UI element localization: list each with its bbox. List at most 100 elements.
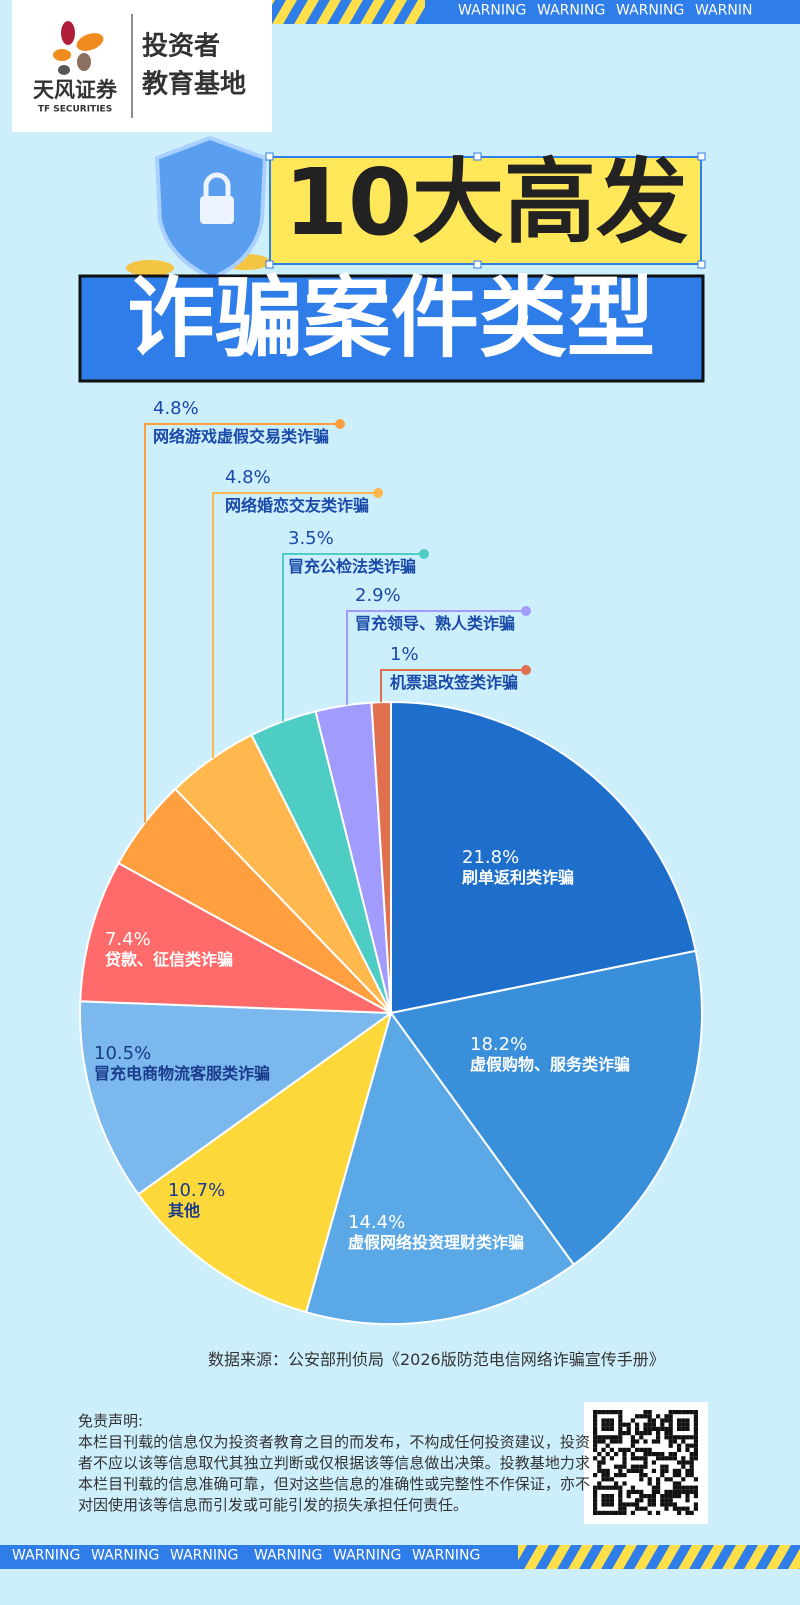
qr-cell — [677, 1426, 682, 1431]
qr-cell — [635, 1498, 640, 1503]
qr-cell — [685, 1443, 690, 1448]
qr-cell — [618, 1410, 623, 1415]
qr-cell — [605, 1485, 610, 1490]
qr-cell — [647, 1502, 652, 1507]
qr-cell — [601, 1456, 606, 1461]
qr-cell — [681, 1464, 686, 1469]
qr-cell — [614, 1510, 619, 1515]
qr-cell — [677, 1435, 682, 1440]
category-label: 刷单返利类诈骗 — [462, 868, 574, 887]
qr-cell — [626, 1489, 631, 1494]
qr-cell — [630, 1485, 635, 1490]
qr-cell — [651, 1485, 656, 1490]
logo-name: 天风证券 — [33, 78, 118, 102]
qr-cell — [668, 1494, 673, 1499]
qr-cell — [693, 1439, 698, 1444]
qr-cell — [622, 1464, 627, 1469]
qr-cell — [597, 1460, 602, 1465]
qr-cell — [609, 1510, 614, 1515]
qr-cell — [639, 1494, 644, 1499]
qr-cell — [693, 1418, 698, 1423]
qr-cell — [672, 1502, 677, 1507]
qr-cell — [593, 1431, 598, 1436]
qr-cell — [689, 1452, 694, 1457]
qr-cell — [681, 1506, 686, 1511]
warning-bar — [0, 1545, 518, 1569]
qr-cell — [618, 1464, 623, 1469]
value-label: 2.9% — [355, 585, 401, 606]
qr-cell — [593, 1443, 598, 1448]
qr-cell — [597, 1468, 602, 1473]
qr-cell — [681, 1460, 686, 1465]
qr-cell — [651, 1494, 656, 1499]
qr-cell — [668, 1452, 673, 1457]
leader-dot — [521, 665, 531, 675]
disclaimer-body: 本栏目刊载的信息仅为投资者教育之目的而发布，不构成任何投资建议，投资者不应以该等… — [78, 1433, 590, 1514]
logo-en: TF SECURITIES — [38, 105, 112, 115]
qr-cell — [593, 1498, 598, 1503]
qr-cell — [601, 1477, 606, 1482]
category-label: 虚假网络投资理财类诈骗 — [348, 1233, 524, 1252]
qr-cell — [593, 1422, 598, 1427]
qr-cell — [643, 1447, 648, 1452]
qr-cell — [647, 1481, 652, 1486]
qr-cell — [609, 1477, 614, 1482]
qr-cell — [647, 1452, 652, 1457]
qr-cell — [651, 1489, 656, 1494]
qr-cell — [639, 1447, 644, 1452]
qr-cell — [672, 1481, 677, 1486]
qr-cell — [685, 1498, 690, 1503]
qr-cell — [593, 1435, 598, 1440]
qr-cell — [647, 1510, 652, 1515]
qr-cell — [609, 1410, 614, 1415]
qr-cell — [614, 1473, 619, 1478]
qr-cell — [660, 1498, 665, 1503]
qr-cell — [639, 1414, 644, 1419]
qr-cell — [593, 1473, 598, 1478]
leader-dot — [521, 606, 531, 616]
qr-cell — [601, 1410, 606, 1415]
qr-cell — [664, 1489, 669, 1494]
qr-cell — [685, 1410, 690, 1415]
qr-cell — [660, 1464, 665, 1469]
qr-cell — [677, 1485, 682, 1490]
qr-cell — [618, 1439, 623, 1444]
qr-cell — [593, 1502, 598, 1507]
qr-cell — [643, 1414, 648, 1419]
qr-cell — [681, 1456, 686, 1461]
qr-cell — [660, 1418, 665, 1423]
qr-cell — [647, 1494, 652, 1499]
qr-cell — [630, 1456, 635, 1461]
qr-cell — [672, 1456, 677, 1461]
qr-cell — [681, 1410, 686, 1415]
qr-cell — [656, 1456, 661, 1461]
qr-cell — [685, 1489, 690, 1494]
pie-slice — [304, 1010, 576, 1325]
qr-cell — [647, 1410, 652, 1415]
leader-dot — [373, 488, 383, 498]
qr-cell — [605, 1498, 610, 1503]
qr-cell — [651, 1498, 656, 1503]
category-label: 网络游戏虚假交易类诈骗 — [153, 427, 329, 446]
qr-cell — [656, 1489, 661, 1494]
title-box — [269, 156, 702, 265]
qr-cell — [689, 1456, 694, 1461]
warning-text: WARNING — [537, 3, 605, 19]
qr-cell — [605, 1494, 610, 1499]
qr-cell — [693, 1456, 698, 1461]
qr-cell — [601, 1422, 606, 1427]
qr-cell — [601, 1426, 606, 1431]
qr-cell — [664, 1456, 669, 1461]
title-line: 10大高发 — [284, 149, 688, 256]
qr-cell — [656, 1439, 661, 1444]
title-box — [78, 274, 705, 383]
value-label: 4.8% — [153, 398, 199, 419]
qr-cell — [643, 1410, 648, 1415]
qr-cell — [605, 1443, 610, 1448]
qr-cell — [693, 1435, 698, 1440]
value-label: 18.2% — [470, 1034, 527, 1055]
qr-cell — [647, 1447, 652, 1452]
leader-line — [380, 669, 526, 703]
qr-cell — [651, 1439, 656, 1444]
